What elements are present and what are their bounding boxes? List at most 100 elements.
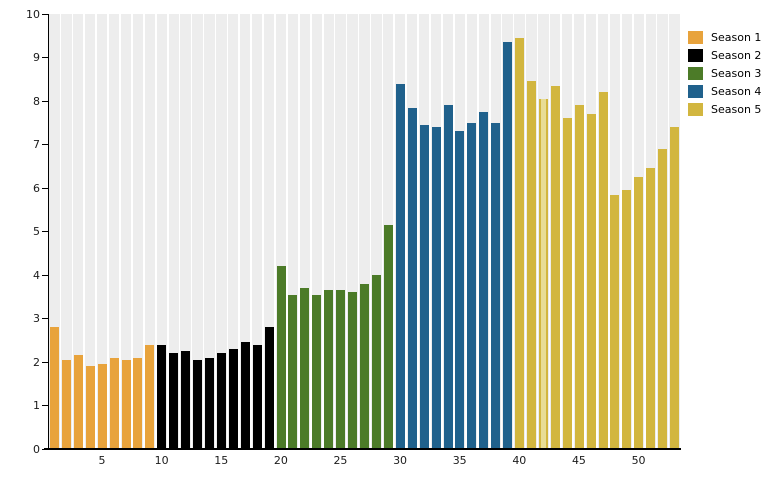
y-axis-tick bbox=[42, 57, 48, 58]
background-stripe bbox=[287, 14, 299, 449]
bar-episode-22 bbox=[300, 288, 310, 449]
bar-episode-17 bbox=[240, 342, 250, 449]
background-stripe bbox=[180, 14, 191, 449]
background-stripe bbox=[275, 14, 287, 449]
y-tick-label: 7 bbox=[33, 138, 40, 151]
y-axis-tick bbox=[42, 13, 48, 15]
y-axis-tick bbox=[42, 448, 48, 450]
bar-episode-47 bbox=[598, 92, 608, 449]
y-axis-tick bbox=[42, 405, 48, 406]
bar-episode-33 bbox=[431, 127, 441, 449]
background-stripe bbox=[299, 14, 311, 449]
background-stripe bbox=[132, 14, 144, 449]
bar-episode-9 bbox=[145, 344, 155, 449]
bar-episode-1 bbox=[50, 327, 59, 449]
bar-episode-6 bbox=[109, 357, 119, 449]
legend-item-season-5: Season 5 bbox=[688, 103, 761, 116]
bar-episode-7 bbox=[121, 359, 131, 449]
y-tick-label: 4 bbox=[33, 268, 40, 282]
legend-label: Season 4 bbox=[711, 85, 762, 98]
y-tick-label: 3 bbox=[33, 312, 40, 325]
plot-area bbox=[49, 14, 681, 449]
legend-item-season-4: Season 4 bbox=[688, 85, 761, 98]
background-stripe bbox=[335, 14, 346, 449]
background-stripe bbox=[323, 14, 334, 449]
background-stripe bbox=[49, 14, 60, 449]
bar-episode-20 bbox=[276, 266, 286, 449]
x-axis-line bbox=[44, 448, 681, 450]
x-tick-label: 30 bbox=[393, 454, 408, 467]
bar-episode-2 bbox=[61, 359, 71, 449]
y-axis-tick bbox=[42, 274, 48, 276]
background-stripe bbox=[347, 14, 358, 449]
y-tick-label: 6 bbox=[33, 181, 40, 195]
x-tick-label: 45 bbox=[571, 454, 586, 467]
x-tick-label: 50 bbox=[631, 454, 646, 467]
background-stripe bbox=[204, 14, 215, 449]
bar-episode-38 bbox=[491, 122, 501, 449]
bar-episode-11 bbox=[169, 353, 179, 449]
bar-episode-18 bbox=[252, 344, 262, 449]
legend-label: Season 2 bbox=[711, 49, 762, 62]
background-stripe bbox=[144, 14, 155, 449]
bar-episode-49 bbox=[622, 190, 632, 449]
bar-episode-51 bbox=[646, 168, 656, 449]
bar-episode-13 bbox=[193, 359, 203, 449]
background-stripe bbox=[311, 14, 322, 449]
legend-label: Season 3 bbox=[711, 67, 762, 80]
bar-episode-19 bbox=[264, 327, 274, 449]
bar-episode-15 bbox=[216, 353, 226, 449]
y-axis-tick bbox=[42, 361, 48, 363]
x-tick-label: 35 bbox=[452, 454, 467, 467]
bar-episode-48 bbox=[610, 194, 620, 449]
y-axis-tick bbox=[42, 231, 48, 232]
y-tick-label: 8 bbox=[33, 94, 40, 108]
y-axis-tick bbox=[42, 100, 48, 102]
bar-episode-12 bbox=[181, 351, 191, 449]
background-stripe bbox=[252, 14, 263, 449]
legend-item-season-2: Season 2 bbox=[688, 49, 761, 62]
bar-episode-4 bbox=[85, 366, 95, 449]
legend-item-season-3: Season 3 bbox=[688, 67, 761, 80]
background-stripe bbox=[216, 14, 227, 449]
bar-episode-34 bbox=[443, 105, 453, 449]
bar-episode-30 bbox=[395, 83, 405, 449]
x-tick-label: 40 bbox=[512, 454, 527, 467]
y-tick-label: 0 bbox=[33, 442, 40, 456]
legend-label: Season 5 bbox=[711, 103, 762, 116]
bar-episode-3 bbox=[73, 355, 83, 449]
bar-episode-26 bbox=[348, 292, 358, 449]
x-tick-label: 5 bbox=[98, 454, 106, 467]
bar-episode-14 bbox=[205, 357, 215, 449]
background-stripe bbox=[228, 14, 239, 449]
bar-episode-53 bbox=[670, 127, 680, 449]
bar-episode-37 bbox=[479, 111, 489, 449]
background-stripe bbox=[96, 14, 108, 449]
bar-episode-42 bbox=[538, 98, 548, 449]
bar-episode-43 bbox=[550, 85, 560, 449]
x-tick-label: 10 bbox=[154, 454, 169, 467]
bar-episode-23 bbox=[312, 294, 322, 449]
y-axis-tick bbox=[42, 318, 48, 319]
bar-episode-24 bbox=[324, 290, 334, 449]
x-tick-label: 20 bbox=[273, 454, 288, 467]
bar-episode-27 bbox=[360, 283, 370, 449]
background-stripe bbox=[108, 14, 120, 449]
y-tick-label: 2 bbox=[33, 355, 40, 369]
x-tick-label: 15 bbox=[214, 454, 229, 467]
y-tick-label: 10 bbox=[26, 7, 40, 21]
legend-item-season-1: Season 1 bbox=[688, 31, 761, 44]
bar-episode-40 bbox=[515, 37, 525, 449]
bar-episode-16 bbox=[228, 348, 238, 449]
season-2-swatch-icon bbox=[688, 49, 703, 62]
bar-episode-36 bbox=[467, 122, 477, 449]
bar-episode-21 bbox=[288, 294, 298, 449]
x-tick-label: 25 bbox=[333, 454, 348, 467]
season-1-swatch-icon bbox=[688, 31, 703, 44]
y-tick-label: 1 bbox=[33, 399, 40, 412]
background-stripe bbox=[85, 14, 96, 449]
background-stripe bbox=[240, 14, 251, 449]
bar-episode-5 bbox=[97, 364, 107, 449]
y-tick-label: 5 bbox=[33, 225, 40, 238]
